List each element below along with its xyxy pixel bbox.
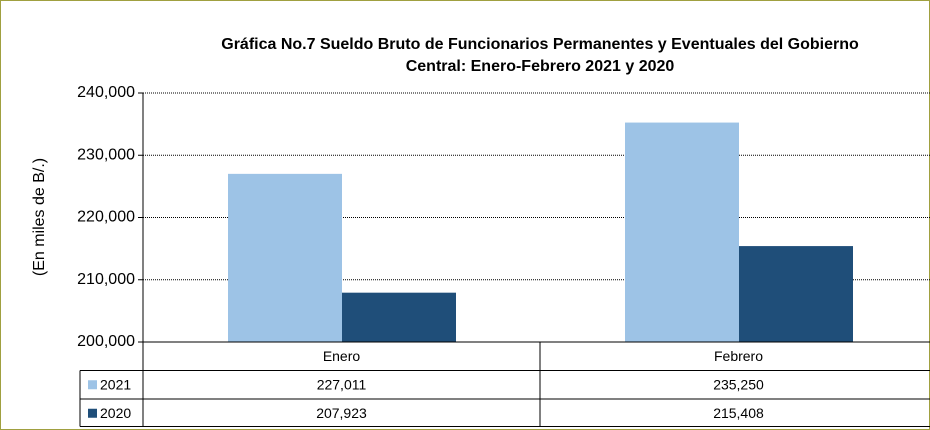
bar — [342, 292, 456, 342]
x-tick-label: Febrero — [714, 348, 763, 364]
table-value: 207,923 — [316, 405, 367, 421]
y-tick-label: 230,000 — [77, 146, 135, 163]
bar — [739, 246, 853, 342]
table-value: 235,250 — [713, 376, 764, 392]
y-tick-label: 210,000 — [77, 271, 135, 288]
legend-label: 2021 — [100, 376, 131, 392]
x-tick-label: Enero — [323, 348, 361, 364]
bar — [625, 122, 739, 342]
bar — [228, 173, 342, 342]
legend-label: 2020 — [100, 405, 131, 421]
y-tick-label: 220,000 — [77, 209, 135, 226]
chart-title: Gráfica No.7 Sueldo Bruto de Funcionario… — [221, 36, 859, 75]
y-tick-label: 200,000 — [77, 333, 135, 350]
legend-swatch — [88, 380, 97, 390]
legend-swatch — [88, 408, 97, 418]
table-value: 227,011 — [317, 376, 367, 392]
y-axis-label: (En miles de B/.) — [31, 158, 48, 276]
table-value: 215,408 — [713, 405, 764, 421]
y-tick-label: 240,000 — [77, 84, 135, 101]
